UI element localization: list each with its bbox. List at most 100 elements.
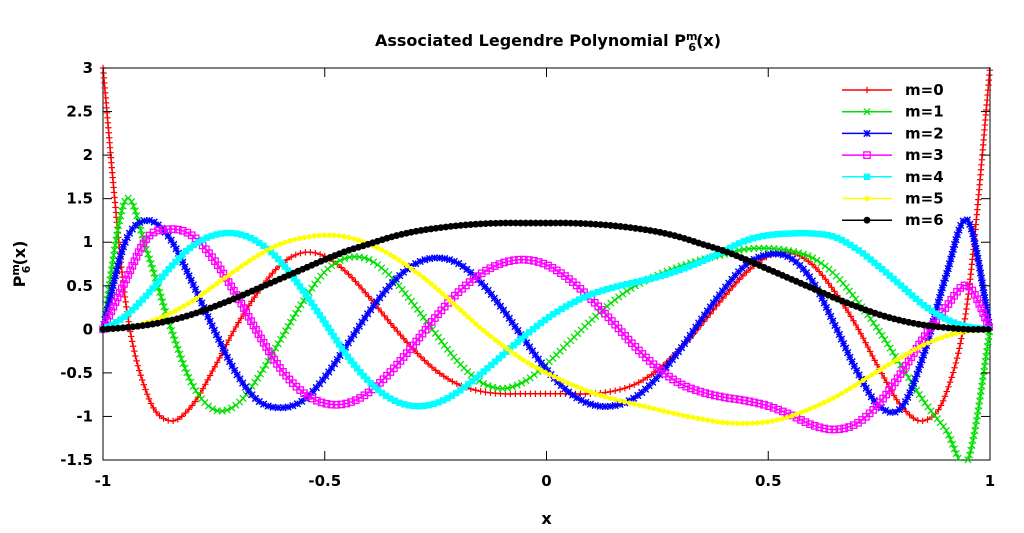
data-point — [647, 275, 655, 282]
data-point — [168, 326, 176, 335]
data-point — [505, 257, 513, 266]
data-point — [755, 399, 764, 408]
data-point — [617, 398, 623, 404]
data-point — [848, 357, 856, 366]
data-point — [547, 219, 555, 227]
data-point — [743, 269, 750, 276]
data-point — [136, 218, 144, 227]
title-text: Associated Legendre Polynomial — [375, 31, 674, 50]
data-point — [296, 235, 303, 242]
data-point — [195, 294, 204, 303]
data-point — [867, 256, 874, 263]
data-point — [957, 340, 964, 347]
data-point — [813, 256, 821, 264]
data-point — [979, 284, 987, 292]
y-tick-label: 3 — [83, 59, 93, 77]
data-point — [101, 315, 109, 324]
data-point — [277, 241, 283, 247]
data-point — [484, 365, 491, 372]
data-point — [845, 308, 852, 316]
data-point — [784, 230, 791, 237]
data-point — [431, 254, 439, 262]
data-point — [890, 359, 896, 365]
data-point — [875, 327, 883, 335]
data-point — [932, 310, 940, 317]
data-point — [358, 285, 366, 293]
data-point — [436, 254, 444, 262]
data-point — [500, 258, 509, 267]
data-point — [705, 417, 711, 423]
y-tick-label: 0.5 — [66, 277, 93, 295]
data-point — [542, 369, 548, 375]
data-point — [230, 269, 236, 275]
data-point — [228, 229, 235, 237]
data-point — [175, 255, 183, 262]
data-point — [405, 402, 413, 409]
data-point — [221, 349, 229, 357]
data-point — [346, 234, 352, 241]
data-point — [461, 311, 468, 317]
data-point — [174, 249, 183, 257]
data-point — [194, 239, 202, 246]
data-point — [172, 308, 178, 314]
data-point — [322, 399, 331, 408]
data-point — [404, 263, 410, 269]
data-point — [963, 305, 970, 313]
data-point — [976, 269, 985, 277]
data-point — [774, 230, 781, 238]
data-point — [939, 334, 945, 341]
data-point — [217, 340, 225, 348]
data-point — [400, 260, 406, 266]
data-point — [908, 384, 916, 392]
data-point — [284, 322, 292, 331]
data-point — [444, 394, 451, 402]
data-point — [353, 365, 361, 372]
data-point — [242, 232, 250, 240]
data-point — [838, 236, 845, 244]
data-point — [350, 361, 358, 368]
data-point — [396, 399, 403, 406]
data-point — [344, 353, 352, 360]
y-tick-label: 0 — [83, 320, 93, 338]
data-point — [831, 288, 838, 295]
data-point — [311, 303, 318, 311]
data-point — [458, 307, 464, 313]
data-point — [764, 232, 772, 239]
data-point — [710, 418, 716, 424]
data-point — [944, 324, 952, 332]
data-point — [901, 285, 909, 293]
data-point — [272, 266, 279, 273]
data-point — [759, 251, 768, 260]
data-point — [309, 387, 317, 396]
data-point — [316, 251, 324, 258]
data-point — [949, 245, 958, 254]
data-point — [956, 345, 963, 352]
data-point — [282, 327, 290, 335]
data-point — [206, 317, 214, 325]
data-point — [465, 381, 472, 388]
data-point — [533, 322, 541, 330]
legend-item: m=0 — [842, 81, 944, 99]
data-point — [857, 330, 865, 337]
data-point — [948, 331, 955, 338]
data-point — [963, 216, 972, 224]
data-point — [454, 304, 460, 310]
data-point — [921, 346, 929, 355]
data-point — [652, 274, 660, 281]
data-point — [142, 292, 150, 300]
data-point — [139, 376, 146, 384]
data-point — [189, 382, 197, 390]
data-point — [635, 379, 642, 386]
data-point — [216, 354, 223, 362]
data-point — [391, 397, 399, 405]
data-point — [420, 402, 428, 410]
data-point — [971, 239, 979, 248]
data-point — [351, 396, 360, 405]
data-point — [543, 367, 552, 375]
data-point — [799, 250, 807, 258]
data-point — [128, 338, 136, 345]
data-point — [126, 266, 135, 275]
data-point — [120, 280, 128, 288]
data-point — [979, 309, 988, 317]
data-point — [977, 304, 986, 313]
